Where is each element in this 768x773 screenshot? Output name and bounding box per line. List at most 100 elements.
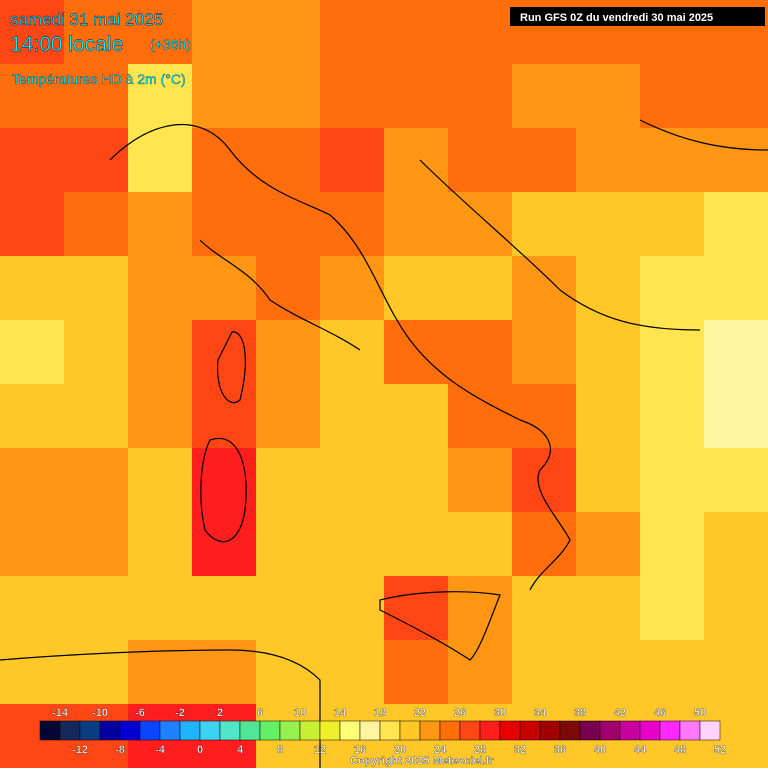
temperature-cell xyxy=(384,384,449,449)
temperature-cell xyxy=(448,192,513,257)
temperature-cell xyxy=(704,576,768,641)
colorbar-label: 28 xyxy=(474,744,486,756)
temperature-cell xyxy=(256,256,321,321)
temperature-cell xyxy=(0,320,65,385)
temperature-cell xyxy=(128,384,193,449)
temperature-cell xyxy=(256,320,321,385)
temperature-cell xyxy=(384,320,449,385)
temperature-cell xyxy=(576,448,641,513)
colorbar-swatch xyxy=(639,720,661,741)
temperature-cell xyxy=(192,192,257,257)
colorbar-swatch xyxy=(419,720,441,741)
colorbar-label: 22 xyxy=(414,707,426,719)
colorbar-label: 18 xyxy=(374,707,386,719)
colorbar-label: 20 xyxy=(394,744,406,756)
temperature-cell xyxy=(0,192,65,257)
colorbar: -14 -10 -6 -2 2 6 10 14 18 22 26 30 34 38 42 46 50-12 -8-… xyxy=(39,707,726,756)
temperature-cell xyxy=(64,448,129,513)
temperature-cell xyxy=(320,192,385,257)
temperature-cell xyxy=(0,512,65,577)
temperature-cell xyxy=(448,448,513,513)
time: 14:00 locale xyxy=(10,33,123,56)
colorbar-label: -10 xyxy=(92,707,108,719)
colorbar-label: 48 xyxy=(674,744,686,756)
temperature-cell xyxy=(128,512,193,577)
temperature-cell xyxy=(0,576,65,641)
coast-corsica xyxy=(216,331,246,404)
temperature-cell xyxy=(192,512,257,577)
temperature-cell xyxy=(192,320,257,385)
colorbar-swatch xyxy=(219,720,241,741)
temperature-cell xyxy=(192,384,257,449)
temperature-cell xyxy=(640,448,705,513)
temperature-cell xyxy=(192,0,257,65)
colorbar-swatch xyxy=(259,720,281,741)
colorbar-label: 50 xyxy=(694,707,706,719)
temperature-cell xyxy=(192,256,257,321)
colorbar-label: -6 xyxy=(135,707,145,719)
colorbar-swatch xyxy=(159,720,181,741)
temperature-cell xyxy=(64,576,129,641)
temperature-cell xyxy=(128,64,193,129)
temperature-cell xyxy=(0,448,65,513)
temperature-cell xyxy=(256,384,321,449)
temperature-cell xyxy=(64,320,129,385)
temperature-cell xyxy=(704,640,768,705)
temperature-cell xyxy=(384,256,449,321)
temperature-cell xyxy=(256,192,321,257)
temperature-cell xyxy=(448,0,513,65)
colorbar-label: 2 xyxy=(217,707,223,719)
temperature-cell xyxy=(320,0,385,65)
colorbar-label: 44 xyxy=(634,744,647,756)
colorbar-label: -14 xyxy=(52,707,69,719)
temperature-cell xyxy=(576,256,641,321)
temperature-cell xyxy=(448,640,513,705)
colorbar-label: -8 xyxy=(115,744,125,756)
temperature-cell xyxy=(640,192,705,257)
temperature-cell xyxy=(128,192,193,257)
temperature-cell xyxy=(320,576,385,641)
temperature-cell xyxy=(384,512,449,577)
temperature-cell xyxy=(64,384,129,449)
colorbar-label: 36 xyxy=(554,744,566,756)
temperature-cell xyxy=(256,64,321,129)
temperature-cell xyxy=(128,256,193,321)
colorbar-swatch xyxy=(559,720,581,741)
colorbar-swatch xyxy=(119,720,141,741)
colorbar-swatch xyxy=(519,720,541,741)
temperature-cell xyxy=(128,576,193,641)
temperature-cell xyxy=(320,640,385,705)
temperature-cell xyxy=(704,512,768,577)
lead-time: (+36h) xyxy=(150,36,191,52)
colorbar-label: 30 xyxy=(494,707,506,719)
colorbar-swatch xyxy=(699,720,721,741)
temperature-cell xyxy=(320,256,385,321)
colorbar-swatch xyxy=(459,720,481,741)
copyright: Copyright 2025 Meteociel.fr xyxy=(350,755,494,767)
colorbar-swatch xyxy=(539,720,561,741)
temperature-cell xyxy=(384,640,449,705)
temperature-cell xyxy=(0,128,65,193)
temperature-cell xyxy=(512,64,577,129)
colorbar-label: 8 xyxy=(277,744,283,756)
colorbar-swatch xyxy=(659,720,681,741)
temperature-cell xyxy=(640,64,705,129)
temperature-cell xyxy=(256,640,321,705)
temperature-cell xyxy=(512,576,577,641)
run-box xyxy=(510,7,765,26)
temperature-cell xyxy=(384,576,449,641)
temperature-cell xyxy=(192,576,257,641)
temperature-cell xyxy=(640,320,705,385)
colorbar-swatch xyxy=(499,720,521,741)
temperature-cell xyxy=(64,256,129,321)
temperature-cell xyxy=(576,192,641,257)
temperature-cell xyxy=(448,576,513,641)
temperature-cell xyxy=(384,0,449,65)
temperature-cell xyxy=(256,448,321,513)
colorbar-label: 42 xyxy=(614,707,626,719)
colorbar-label: -4 xyxy=(155,744,166,756)
temperature-cell xyxy=(640,384,705,449)
colorbar-label: 16 xyxy=(354,744,366,756)
